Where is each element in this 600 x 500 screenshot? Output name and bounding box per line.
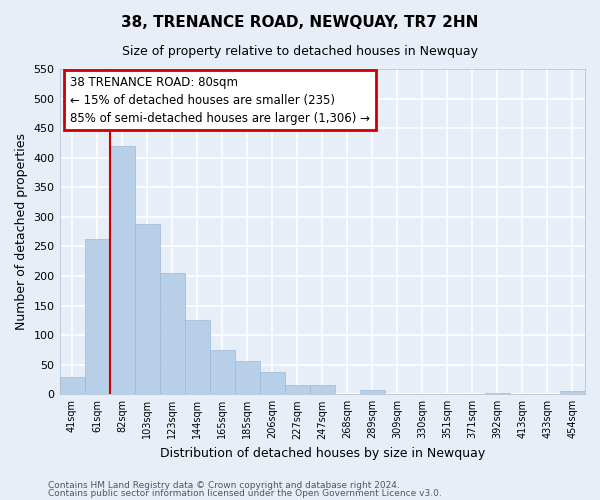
Bar xyxy=(235,360,260,394)
Bar xyxy=(209,350,235,395)
Text: 38 TRENANCE ROAD: 80sqm
← 15% of detached houses are smaller (235)
85% of semi-d: 38 TRENANCE ROAD: 80sqm ← 15% of detache… xyxy=(70,76,370,124)
Bar xyxy=(134,224,160,394)
Bar xyxy=(160,273,185,394)
Text: Size of property relative to detached houses in Newquay: Size of property relative to detached ho… xyxy=(122,45,478,58)
Text: 38, TRENANCE ROAD, NEWQUAY, TR7 2HN: 38, TRENANCE ROAD, NEWQUAY, TR7 2HN xyxy=(121,15,479,30)
Bar xyxy=(260,372,285,394)
Bar xyxy=(485,392,510,394)
Bar xyxy=(185,320,209,394)
Text: Contains HM Land Registry data © Crown copyright and database right 2024.: Contains HM Land Registry data © Crown c… xyxy=(48,480,400,490)
Bar xyxy=(85,240,110,394)
X-axis label: Distribution of detached houses by size in Newquay: Distribution of detached houses by size … xyxy=(160,447,485,460)
Bar xyxy=(310,386,335,394)
Text: Contains public sector information licensed under the Open Government Licence v3: Contains public sector information licen… xyxy=(48,489,442,498)
Bar xyxy=(59,376,85,394)
Bar xyxy=(110,146,134,394)
Y-axis label: Number of detached properties: Number of detached properties xyxy=(15,133,28,330)
Bar xyxy=(560,392,585,394)
Bar xyxy=(360,390,385,394)
Bar xyxy=(285,386,310,394)
